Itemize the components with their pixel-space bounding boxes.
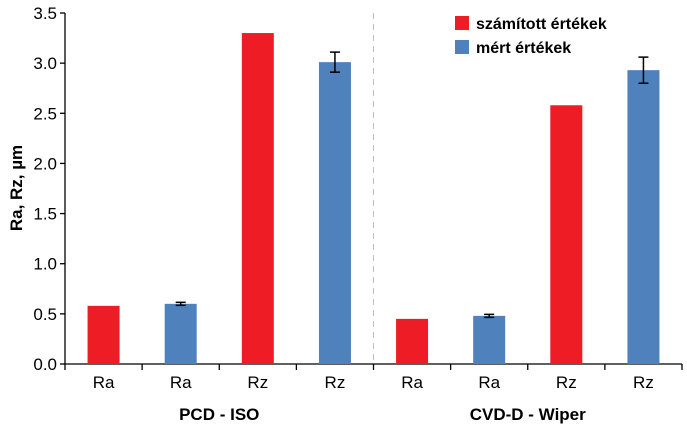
bar bbox=[164, 303, 197, 364]
group-label: CVD-D - Wiper bbox=[470, 405, 586, 424]
x-category-label: Ra bbox=[170, 373, 192, 392]
x-category-label: Rz bbox=[247, 373, 268, 392]
bar bbox=[627, 70, 660, 365]
bar bbox=[318, 62, 351, 364]
y-tick-label: 3.0 bbox=[33, 54, 57, 73]
y-tick-label: 3.5 bbox=[33, 4, 57, 23]
y-axis-title: Ra, Rz, µm bbox=[7, 145, 26, 231]
group-label: PCD - ISO bbox=[179, 405, 259, 424]
legend: számított értékek mért értékek bbox=[455, 16, 607, 57]
y-tick-label: 0.5 bbox=[33, 305, 57, 324]
x-category-label: Rz bbox=[633, 373, 654, 392]
plot-area: 0.0 0.5 1.0 1.5 2.0 2.5 3.0 3.5 Ra Ra Rz Rz PCD - IS… bbox=[33, 4, 683, 424]
bar bbox=[473, 315, 506, 364]
x-category-label: Ra bbox=[93, 373, 115, 392]
legend-label: mért értékek bbox=[476, 40, 571, 57]
y-tick-label: 2.0 bbox=[33, 154, 57, 173]
legend-swatch bbox=[455, 40, 469, 54]
x-category-label: Rz bbox=[556, 373, 577, 392]
bar bbox=[87, 305, 120, 364]
y-tick-label: 2.5 bbox=[33, 104, 57, 123]
bar bbox=[241, 33, 274, 365]
x-category-label: Ra bbox=[478, 373, 500, 392]
bar bbox=[396, 318, 429, 364]
legend-label: számított értékek bbox=[476, 16, 607, 33]
x-category-label: Ra bbox=[401, 373, 423, 392]
bar bbox=[550, 105, 583, 365]
legend-swatch bbox=[455, 16, 469, 30]
y-tick-label: 0.0 bbox=[33, 355, 57, 374]
y-tick-label: 1.5 bbox=[33, 205, 57, 224]
x-category-label: Rz bbox=[325, 373, 346, 392]
y-tick-label: 1.0 bbox=[33, 255, 57, 274]
